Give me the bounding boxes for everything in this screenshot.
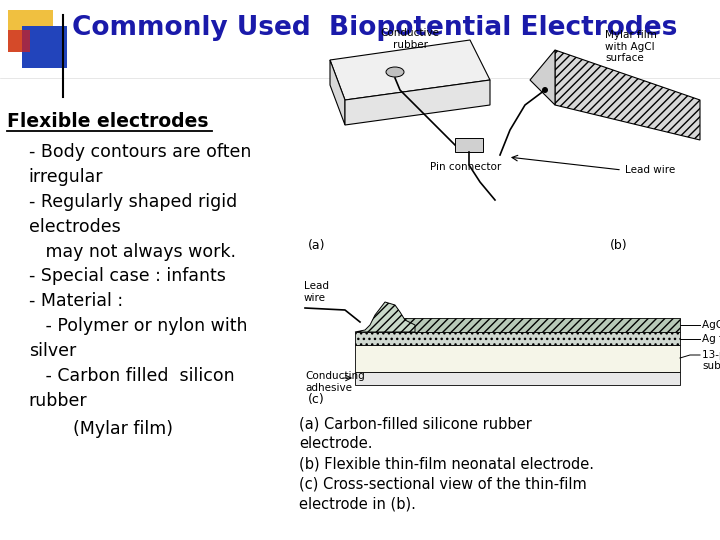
Text: 13-μ-thick Mylar: 13-μ-thick Mylar [702, 350, 720, 360]
Bar [455, 138, 483, 152]
Text: - Regularly shaped rigid: - Regularly shaped rigid [29, 193, 237, 211]
Text: Commonly Used  Biopotential Electrodes: Commonly Used Biopotential Electrodes [72, 15, 678, 41]
Text: Conducting
adhesive: Conducting adhesive [305, 371, 365, 393]
Text: (a) Carbon-filled silicone rubber: (a) Carbon-filled silicone rubber [299, 416, 531, 431]
Text: Lead wire: Lead wire [625, 165, 675, 175]
Text: substrate: substrate [702, 361, 720, 371]
Polygon shape [355, 332, 680, 345]
Text: Pin connector: Pin connector [430, 162, 501, 172]
Text: (Mylar film): (Mylar film) [29, 420, 173, 438]
Bar [22, 26, 67, 68]
Text: irregular: irregular [29, 168, 103, 186]
Bar [8, 30, 30, 52]
Polygon shape [355, 345, 680, 372]
Text: - Body contours are often: - Body contours are often [29, 143, 251, 161]
Text: electrode in (b).: electrode in (b). [299, 496, 415, 511]
Text: Ag film: Ag film [702, 334, 720, 344]
Ellipse shape [386, 67, 404, 77]
Polygon shape [355, 372, 680, 385]
Polygon shape [330, 40, 490, 100]
Text: electrodes: electrodes [29, 218, 120, 236]
Polygon shape [555, 50, 700, 140]
Polygon shape [355, 302, 415, 332]
Circle shape [542, 87, 548, 93]
Text: Flexible electrodes: Flexible electrodes [7, 112, 209, 131]
Text: - Special case : infants: - Special case : infants [29, 267, 225, 286]
Bar [8, 10, 53, 52]
Text: - Polymer or nylon with: - Polymer or nylon with [29, 317, 247, 335]
Text: Lead
wire: Lead wire [304, 281, 329, 303]
Text: - Material :: - Material : [29, 292, 123, 310]
Text: rubber: rubber [29, 392, 87, 410]
Text: may not always work.: may not always work. [29, 242, 236, 261]
Text: silver: silver [29, 342, 76, 360]
Text: (c): (c) [308, 394, 325, 407]
Polygon shape [530, 50, 555, 105]
Text: (b): (b) [610, 239, 628, 252]
Polygon shape [345, 80, 490, 125]
Text: (c) Cross-sectional view of the thin-film: (c) Cross-sectional view of the thin-fil… [299, 476, 587, 491]
Text: Mylar film
with AgCl
surface: Mylar film with AgCl surface [605, 30, 657, 63]
Text: AgCl film: AgCl film [702, 320, 720, 330]
Text: electrode.: electrode. [299, 436, 372, 451]
Text: (b) Flexible thin-film neonatal electrode.: (b) Flexible thin-film neonatal electrod… [299, 456, 594, 471]
Text: Conductive
rubber: Conductive rubber [380, 29, 439, 50]
Polygon shape [390, 318, 680, 332]
Text: (a): (a) [308, 239, 325, 252]
Polygon shape [330, 60, 345, 125]
Text: - Carbon filled  silicon: - Carbon filled silicon [29, 367, 235, 385]
